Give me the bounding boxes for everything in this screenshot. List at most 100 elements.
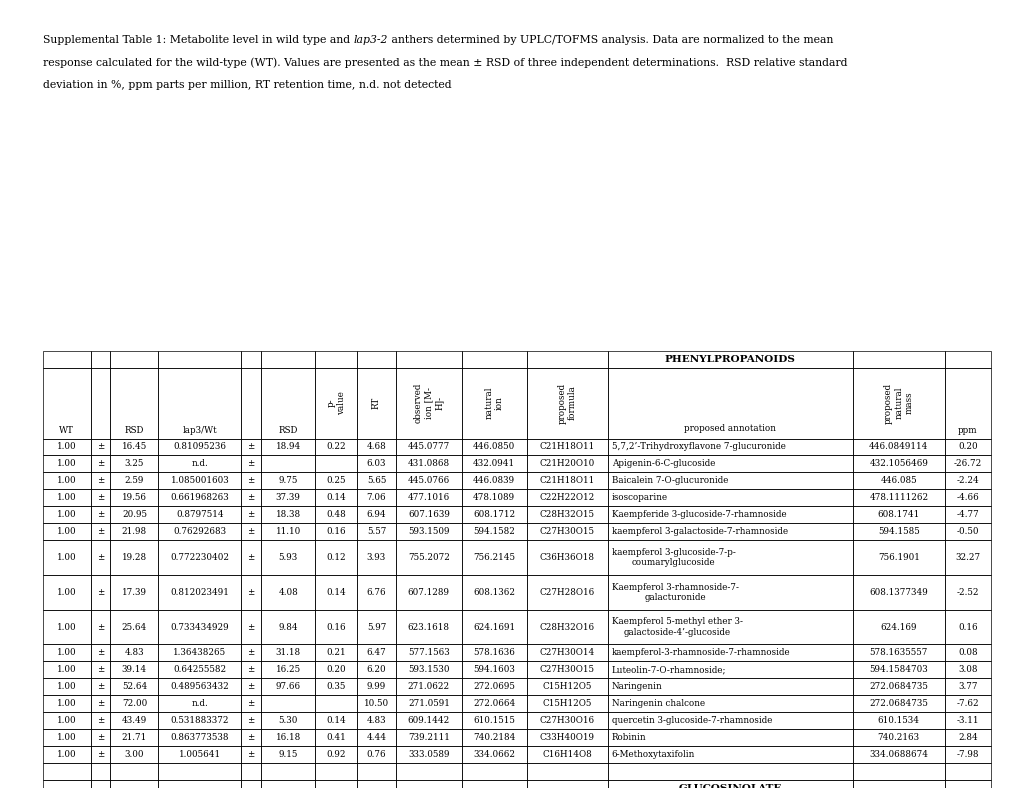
- Bar: [395, 506, 461, 523]
- Bar: [852, 712, 944, 729]
- Text: 6-Methoxytaxifolin: 6-Methoxytaxifolin: [611, 750, 694, 759]
- Text: isoscoparine: isoscoparine: [611, 493, 667, 502]
- Bar: [395, 729, 461, 746]
- Bar: [461, 661, 527, 678]
- Text: 1.00: 1.00: [57, 459, 76, 468]
- Bar: [607, 729, 852, 746]
- Text: C27H28O16: C27H28O16: [539, 588, 594, 597]
- Text: RSD: RSD: [278, 426, 298, 434]
- Text: 52.64: 52.64: [121, 682, 147, 691]
- Text: 31.18: 31.18: [275, 649, 301, 657]
- Bar: [852, 489, 944, 506]
- Bar: [158, 729, 242, 746]
- Text: ±: ±: [248, 665, 255, 675]
- Text: -0.50: -0.50: [956, 527, 978, 536]
- Text: ±: ±: [97, 459, 104, 468]
- Bar: [110, 712, 158, 729]
- Text: 1.00: 1.00: [57, 750, 76, 759]
- Bar: [43, 661, 91, 678]
- Text: 478.1089: 478.1089: [473, 493, 515, 502]
- Text: 1.005641: 1.005641: [178, 750, 221, 759]
- Bar: [852, 661, 944, 678]
- Text: ±: ±: [248, 716, 255, 725]
- Text: 0.863773538: 0.863773538: [170, 733, 229, 742]
- Bar: [315, 472, 357, 489]
- Text: 18.94: 18.94: [275, 443, 301, 452]
- Text: 0.22: 0.22: [326, 443, 345, 452]
- Bar: [852, 541, 944, 575]
- Bar: [944, 489, 990, 506]
- Text: 0.12: 0.12: [326, 553, 345, 562]
- Bar: [852, 729, 944, 746]
- Bar: [315, 351, 357, 367]
- Bar: [91, 541, 110, 575]
- Text: 1.00: 1.00: [57, 716, 76, 725]
- Bar: [261, 575, 315, 610]
- Text: C27H30O15: C27H30O15: [539, 527, 594, 536]
- Bar: [315, 367, 357, 438]
- Text: kaempferol 3-glucoside-7-p-
coumarylglucoside: kaempferol 3-glucoside-7-p- coumarylgluc…: [611, 548, 735, 567]
- Bar: [261, 506, 315, 523]
- Bar: [91, 763, 110, 780]
- Text: ±: ±: [97, 443, 104, 452]
- Text: 1.00: 1.00: [57, 527, 76, 536]
- Text: 478.1111262: 478.1111262: [868, 493, 927, 502]
- Bar: [43, 489, 91, 506]
- Text: 0.8797514: 0.8797514: [176, 511, 223, 519]
- Text: 272.0684735: 272.0684735: [868, 682, 927, 691]
- Text: 0.14: 0.14: [326, 588, 345, 597]
- Bar: [43, 541, 91, 575]
- Bar: [461, 438, 527, 455]
- Bar: [852, 523, 944, 541]
- Text: 610.1534: 610.1534: [877, 716, 919, 725]
- Bar: [110, 746, 158, 763]
- Text: proposed
formula: proposed formula: [557, 382, 577, 424]
- Text: 4.08: 4.08: [278, 588, 298, 597]
- Text: ±: ±: [97, 733, 104, 742]
- Text: 446.0850: 446.0850: [473, 443, 515, 452]
- Bar: [527, 610, 607, 645]
- Bar: [527, 472, 607, 489]
- Text: 5.30: 5.30: [278, 716, 298, 725]
- Bar: [607, 610, 852, 645]
- Text: 0.76: 0.76: [366, 750, 386, 759]
- Bar: [944, 645, 990, 661]
- Text: 7.06: 7.06: [366, 493, 386, 502]
- Bar: [461, 472, 527, 489]
- Bar: [461, 541, 527, 575]
- Text: 0.41: 0.41: [326, 733, 345, 742]
- Bar: [261, 455, 315, 472]
- Text: 272.0684735: 272.0684735: [868, 699, 927, 708]
- Text: 739.2111: 739.2111: [408, 733, 449, 742]
- Bar: [357, 661, 395, 678]
- Text: 578.1635557: 578.1635557: [869, 649, 927, 657]
- Text: 477.1016: 477.1016: [408, 493, 449, 502]
- Bar: [43, 523, 91, 541]
- Text: 0.64255582: 0.64255582: [173, 665, 226, 675]
- Bar: [852, 438, 944, 455]
- Text: PHENYLPROPANOIDS: PHENYLPROPANOIDS: [664, 355, 795, 363]
- Text: n.d.: n.d.: [192, 699, 208, 708]
- Bar: [357, 351, 395, 367]
- Bar: [944, 472, 990, 489]
- Text: WT: WT: [59, 426, 74, 434]
- Bar: [43, 455, 91, 472]
- Text: 1.00: 1.00: [57, 477, 76, 485]
- Bar: [315, 729, 357, 746]
- Bar: [527, 575, 607, 610]
- Text: 16.45: 16.45: [121, 443, 147, 452]
- Text: quercetin 3-glucoside-7-rhamnoside: quercetin 3-glucoside-7-rhamnoside: [611, 716, 771, 725]
- Bar: [607, 780, 852, 788]
- Bar: [607, 351, 852, 367]
- Bar: [944, 610, 990, 645]
- Bar: [110, 438, 158, 455]
- Text: 97.66: 97.66: [275, 682, 301, 691]
- Text: 577.1563: 577.1563: [408, 649, 449, 657]
- Bar: [261, 489, 315, 506]
- Bar: [315, 780, 357, 788]
- Bar: [158, 455, 242, 472]
- Bar: [158, 695, 242, 712]
- Bar: [242, 645, 261, 661]
- Text: -7.98: -7.98: [956, 750, 978, 759]
- Text: 0.489563432: 0.489563432: [170, 682, 229, 691]
